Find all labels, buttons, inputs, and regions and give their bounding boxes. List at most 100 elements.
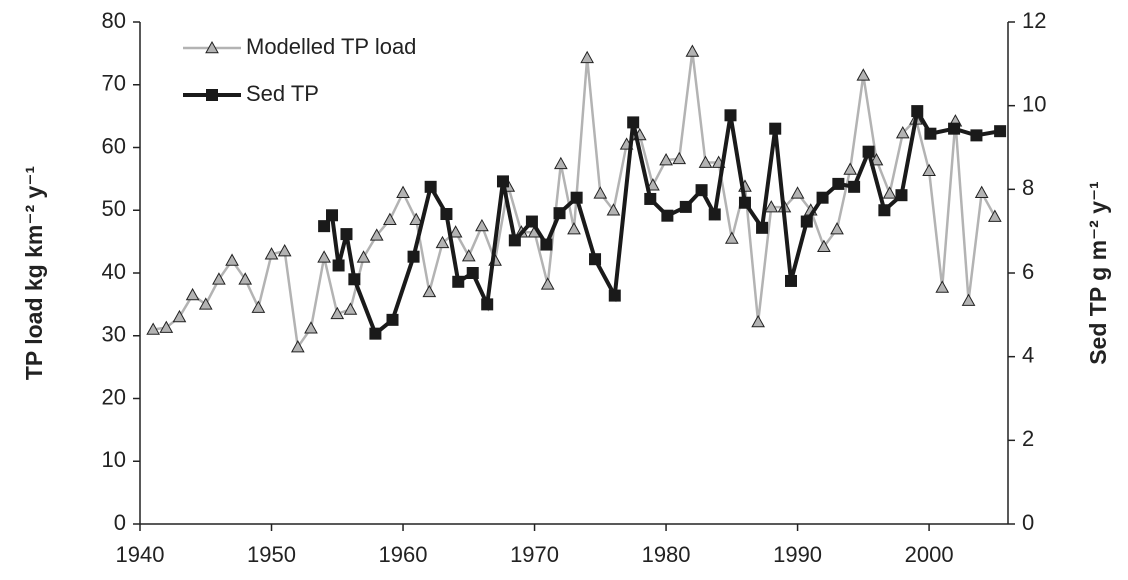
data-point bbox=[830, 222, 844, 235]
y-tick-label: 20 bbox=[102, 384, 126, 409]
y-tick-label: 10 bbox=[102, 447, 126, 472]
y-tick-label: 50 bbox=[102, 196, 126, 221]
data-point bbox=[644, 192, 657, 205]
data-point bbox=[882, 186, 897, 199]
y2-axis-title: Sed TP g m⁻² y⁻¹ bbox=[1085, 181, 1111, 365]
data-point bbox=[695, 184, 708, 197]
x-tick-label: 2000 bbox=[905, 542, 954, 567]
data-point bbox=[580, 50, 595, 64]
y-tick-label: 0 bbox=[114, 510, 126, 535]
legend-marker bbox=[206, 89, 218, 101]
data-point bbox=[764, 200, 779, 213]
x-tick-label: 1970 bbox=[510, 542, 559, 567]
data-point bbox=[553, 156, 568, 170]
data-point bbox=[817, 239, 831, 252]
data-point bbox=[264, 247, 279, 260]
data-point bbox=[567, 222, 581, 235]
data-point bbox=[396, 185, 410, 198]
data-point bbox=[685, 44, 700, 57]
data-point bbox=[496, 175, 509, 188]
data-point bbox=[698, 155, 713, 168]
data-point bbox=[146, 322, 161, 335]
data-point bbox=[466, 267, 479, 279]
data-point bbox=[225, 253, 239, 266]
data-point bbox=[895, 126, 910, 139]
data-point bbox=[738, 196, 751, 209]
data-point bbox=[348, 273, 361, 286]
data-point bbox=[475, 218, 489, 232]
data-point bbox=[159, 320, 174, 333]
data-point bbox=[987, 209, 1002, 222]
x-tick-label: 1950 bbox=[247, 542, 296, 567]
x-tick-label: 1990 bbox=[773, 542, 822, 567]
data-point bbox=[724, 109, 737, 122]
data-point bbox=[862, 145, 875, 158]
y2-tick-label: 2 bbox=[1022, 426, 1034, 451]
y2-tick-label: 0 bbox=[1022, 510, 1034, 535]
data-point bbox=[386, 313, 399, 326]
legend-marker bbox=[205, 40, 219, 54]
data-point bbox=[481, 298, 494, 311]
x-tick-label: 1980 bbox=[642, 542, 691, 567]
x-tick-label: 1940 bbox=[116, 542, 165, 567]
data-point bbox=[646, 178, 660, 191]
data-point bbox=[790, 186, 805, 199]
data-point bbox=[800, 215, 813, 228]
data-point bbox=[994, 125, 1007, 138]
data-point bbox=[540, 238, 553, 251]
data-point bbox=[452, 275, 465, 288]
data-point bbox=[540, 277, 555, 290]
data-point bbox=[948, 122, 961, 135]
data-point bbox=[326, 209, 339, 222]
data-point bbox=[785, 274, 797, 287]
data-point bbox=[627, 116, 640, 129]
series-line bbox=[322, 105, 1001, 337]
data-point bbox=[911, 105, 924, 118]
data-point bbox=[832, 177, 845, 190]
y2-tick-label: 6 bbox=[1022, 259, 1034, 284]
x-tick-label: 1960 bbox=[379, 542, 428, 567]
legend-label: Modelled TP load bbox=[246, 34, 416, 59]
data-point bbox=[593, 186, 608, 199]
data-point bbox=[448, 225, 463, 238]
data-point bbox=[606, 203, 621, 216]
y2-tick-label: 4 bbox=[1022, 342, 1034, 367]
data-point bbox=[848, 180, 861, 193]
data-point bbox=[369, 327, 382, 340]
y2-tick-label: 10 bbox=[1022, 91, 1046, 116]
data-point bbox=[290, 340, 305, 353]
y-tick-label: 30 bbox=[102, 322, 126, 347]
data-point bbox=[332, 259, 345, 272]
data-point bbox=[383, 212, 397, 225]
data-point bbox=[756, 221, 769, 234]
y2-tick-label: 8 bbox=[1022, 175, 1034, 200]
data-point bbox=[570, 191, 583, 204]
data-point bbox=[751, 314, 765, 328]
y-tick-label: 70 bbox=[102, 71, 126, 96]
data-point bbox=[198, 297, 213, 310]
data-point bbox=[238, 272, 253, 285]
data-point bbox=[277, 244, 292, 257]
data-point bbox=[369, 228, 384, 241]
data-point bbox=[172, 309, 187, 323]
data-point bbox=[424, 180, 437, 193]
data-point bbox=[409, 212, 424, 225]
data-point bbox=[407, 250, 420, 263]
y-axis-title: TP load kg km⁻² y⁻¹ bbox=[21, 166, 47, 380]
data-point bbox=[317, 250, 331, 263]
data-point bbox=[608, 289, 621, 302]
data-point bbox=[461, 249, 476, 262]
data-point bbox=[856, 68, 871, 81]
data-point bbox=[672, 151, 687, 165]
data-point bbox=[251, 300, 266, 313]
data-point bbox=[185, 287, 200, 301]
data-point bbox=[553, 207, 566, 220]
data-point bbox=[356, 250, 371, 263]
data-point bbox=[435, 235, 450, 249]
data-point bbox=[340, 228, 353, 241]
data-point bbox=[878, 204, 891, 217]
y-tick-label: 60 bbox=[102, 133, 126, 158]
data-point bbox=[589, 253, 602, 266]
y2-tick-label: 12 bbox=[1022, 8, 1046, 33]
